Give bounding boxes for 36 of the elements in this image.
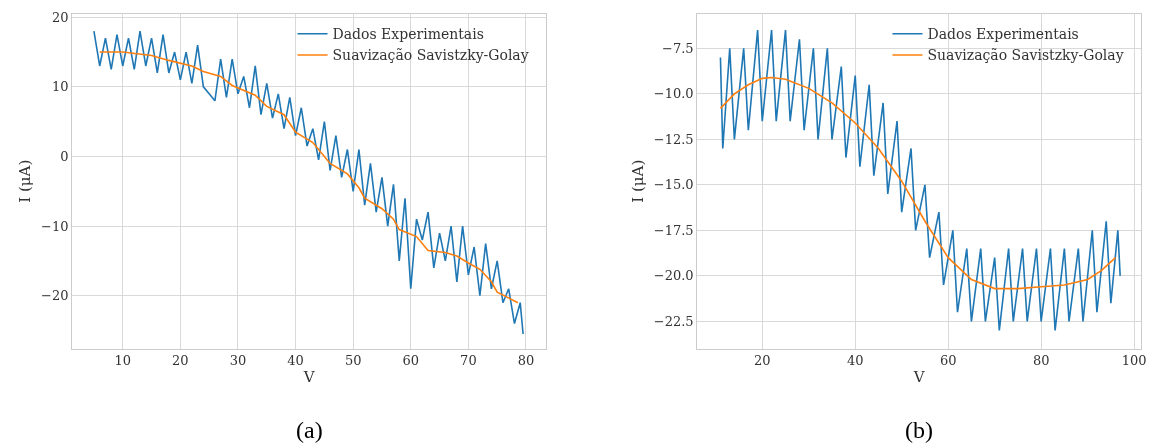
legend-label: Dados Experimentais bbox=[332, 26, 484, 43]
y-tick-label: 10 bbox=[51, 79, 69, 95]
x-axis-title: V bbox=[302, 368, 316, 387]
y-tick-label: −20.0 bbox=[653, 268, 694, 284]
y-axis-title: I (μA) bbox=[16, 159, 35, 203]
x-axis-title: V bbox=[912, 368, 926, 387]
y-tick-label: −15.0 bbox=[653, 177, 694, 193]
y-tick-label: −22.5 bbox=[653, 313, 694, 329]
y-tick-label: −12.5 bbox=[653, 131, 694, 147]
legend-label: Dados Experimentais bbox=[927, 26, 1079, 43]
x-tick-label: 20 bbox=[172, 353, 189, 369]
x-tick-label: 100 bbox=[1121, 353, 1147, 369]
x-tick-label: 40 bbox=[287, 353, 304, 369]
x-tick-label: 10 bbox=[114, 353, 132, 369]
y-tick-label: −17.5 bbox=[653, 222, 694, 238]
x-tick-label: 40 bbox=[846, 353, 864, 369]
x-tick-label: 30 bbox=[229, 353, 247, 369]
y-tick-label: −7.5 bbox=[662, 40, 694, 56]
legend-label: Suavização Savistzky-Golay bbox=[927, 47, 1124, 64]
x-tick-label: 20 bbox=[754, 353, 771, 369]
text: (b) bbox=[905, 417, 933, 443]
x-tick-label: 70 bbox=[460, 353, 477, 369]
x-tick-label: 60 bbox=[939, 353, 957, 369]
y-tick-label: 0 bbox=[60, 149, 69, 165]
y-tick-label: 20 bbox=[51, 9, 69, 25]
x-tick-label: 60 bbox=[402, 353, 420, 369]
text: (a) bbox=[296, 417, 323, 443]
y-tick-label: −20 bbox=[41, 288, 69, 304]
x-tick-label: 80 bbox=[517, 353, 535, 369]
y-axis-title: I (μA) bbox=[629, 159, 648, 203]
y-tick-label: −10 bbox=[41, 218, 69, 234]
legend-label: Suavização Savistzky-Golay bbox=[332, 47, 529, 64]
line-series bbox=[719, 76, 1117, 290]
x-tick-label: 50 bbox=[344, 353, 362, 369]
y-tick-label: −10.0 bbox=[653, 86, 694, 102]
x-tick-label: 80 bbox=[1032, 353, 1050, 369]
